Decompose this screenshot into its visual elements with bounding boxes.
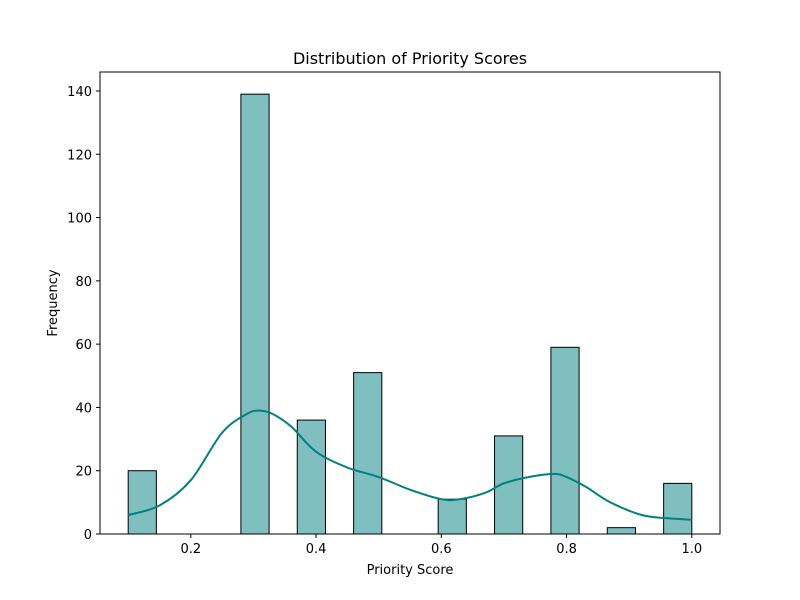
x-tick-label: 0.8 (556, 542, 577, 557)
y-tick-label: 80 (75, 275, 92, 290)
x-tick-label: 0.6 (431, 542, 452, 557)
histogram-bar (437, 498, 467, 535)
kde-curve (127, 409, 692, 521)
x-tick-label: 0.2 (180, 542, 201, 557)
x-tick-label: 1.0 (681, 542, 702, 557)
y-tick-label: 20 (75, 465, 92, 480)
x-tick-label: 0.4 (306, 542, 327, 557)
y-tick-label: 140 (67, 85, 92, 100)
axes-frame (99, 71, 721, 535)
x-axis-label: Priority Score (367, 563, 454, 578)
y-tick-label: 120 (67, 148, 92, 163)
y-axis-label: Frequency (46, 269, 61, 336)
histogram-bar (663, 482, 693, 535)
y-tick-label: 0 (84, 528, 92, 543)
histogram-bar (127, 470, 157, 535)
histogram-bar (353, 372, 383, 535)
y-tick-label: 40 (75, 401, 92, 416)
chart-title: Distribution of Priority Scores (293, 49, 527, 68)
histogram-bar (550, 346, 580, 535)
histogram-bar (240, 93, 270, 535)
histogram-bar (606, 527, 636, 535)
y-tick-label: 100 (67, 212, 92, 227)
y-tick-label: 60 (75, 338, 92, 353)
